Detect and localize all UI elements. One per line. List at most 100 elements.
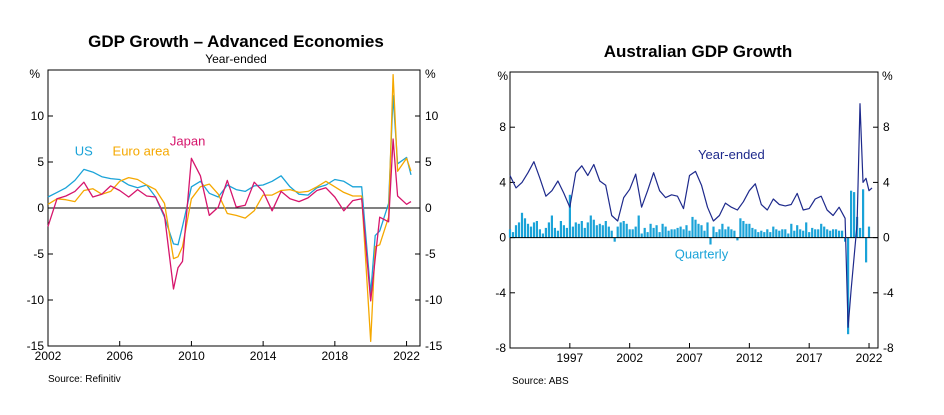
right-quarterly-bar (508, 229, 512, 238)
right-quarterly-bar (568, 194, 571, 238)
right-quarterly-bar (796, 225, 799, 238)
right-quarterly-bar (613, 237, 616, 242)
right-quarterly-bar (748, 223, 751, 238)
right-quarterly-bar (676, 227, 679, 238)
right-quarterly-bar (739, 218, 742, 238)
right-quarterly-bar (733, 230, 736, 238)
right-quarterly-bar (754, 229, 757, 238)
right-quarterly-bar (742, 221, 745, 238)
right-quarterly-bar (691, 216, 694, 238)
right-quarterly-bar (637, 215, 640, 238)
right-ytick-label-right: -4 (883, 286, 894, 300)
left-ytick-label-right: -15 (425, 339, 443, 353)
right-quarterly-bar (718, 229, 721, 238)
right-quarterly-bar (664, 226, 667, 238)
right-quarterly-bar (784, 229, 787, 238)
right-ytick-label-left: -8 (495, 341, 506, 355)
left-ytick-label-right: -5 (425, 247, 436, 261)
left-chart-source: Source: Refinitiv (48, 374, 121, 385)
right-quarterly-bar (526, 223, 530, 238)
right-quarterly-bar (811, 227, 814, 238)
right-quarterly-bar (814, 229, 817, 238)
right-quarterly-bar (823, 226, 826, 238)
right-quarterly-bar (862, 189, 865, 238)
right-quarterly-bar (511, 232, 515, 238)
right-quarterly-bar (679, 226, 682, 238)
left-xtick-label: 2002 (35, 349, 62, 363)
right-quarterly-bar (628, 229, 631, 238)
right-quarterly-bar (781, 229, 784, 238)
right-quarterly-bar (622, 221, 625, 238)
right-ytick-label-right: 4 (883, 175, 890, 189)
right-xtick-label: 2017 (796, 351, 823, 365)
left-xtick-label: 2006 (106, 349, 133, 363)
right-quarterly-bar (703, 230, 706, 238)
right-xtick-label: 2012 (736, 351, 763, 365)
left-ytick-label-right: 5 (425, 155, 432, 169)
right-xtick-label: 1997 (556, 351, 583, 365)
right-quarterly-bar (688, 230, 691, 238)
left-xtick-label: 2010 (178, 349, 205, 363)
right-annotation-quarterly: Quarterly (675, 246, 729, 261)
right-quarterly-bar (532, 222, 536, 238)
left-chart-unit-left: % (29, 67, 40, 81)
left-ytick-label-left: 0 (37, 201, 44, 215)
right-quarterly-bar (787, 233, 790, 238)
right-quarterly-bar (655, 225, 658, 238)
right-quarterly-bar (643, 227, 646, 238)
right-quarterly-bar (595, 225, 598, 238)
right-chart-marks: 8 8 4 4 0 0 -4 -4 -8 -8 1997 2002 2007 2012 2017 2022 Ye… (495, 103, 894, 365)
right-annotation-year-ended: Year-ended (698, 147, 765, 162)
right-quarterly-bar (727, 226, 730, 238)
right-quarterly-bar (706, 222, 709, 238)
right-chart-unit-left: % (497, 69, 508, 83)
right-series-line-year-ended (509, 103, 873, 328)
right-quarterly-bar (649, 223, 652, 238)
right-quarterly-bar (760, 230, 763, 238)
right-quarterly-bar (808, 232, 811, 238)
left-chart-title: GDP Growth – Advanced Economies (88, 32, 384, 51)
right-quarterly-bar (682, 229, 685, 238)
right-ytick-label-left: -4 (495, 286, 506, 300)
left-chart-unit-right: % (425, 67, 436, 81)
right-quarterly-bar (541, 233, 544, 238)
right-quarterly-bar (867, 226, 871, 238)
right-quarterly-bar (802, 230, 805, 238)
right-quarterly-bar (547, 222, 550, 238)
right-xtick-label: 2007 (676, 351, 703, 365)
right-quarterly-bar (640, 233, 643, 238)
left-chart-subtitle: Year-ended (205, 52, 267, 66)
right-quarterly-bar (517, 222, 521, 238)
left-ytick-label-right: 10 (425, 109, 439, 123)
right-quarterly-bar (604, 221, 607, 238)
left-ytick-label-left: -10 (27, 293, 45, 307)
left-ytick-label-right: 0 (425, 201, 432, 215)
right-quarterly-bar (769, 232, 772, 238)
left-series-line-japan (47, 138, 412, 302)
right-quarterly-bar (661, 223, 664, 238)
right-quarterly-bar (841, 230, 844, 238)
left-ytick-label-left: -5 (33, 247, 44, 261)
right-quarterly-bar (589, 215, 592, 238)
right-quarterly-bar (751, 227, 754, 238)
left-annotation-euro-area: Euro area (113, 144, 171, 159)
left-series-line-us (47, 95, 412, 295)
right-quarterly-bar (634, 226, 637, 238)
right-chart-unit-right: % (882, 69, 893, 83)
right-quarterly-bar (847, 237, 850, 335)
right-ytick-label-right: 0 (883, 231, 890, 245)
right-quarterly-bar (853, 192, 856, 238)
right-chart-source: Source: ABS (512, 376, 569, 387)
right-quarterly-bar (514, 225, 518, 238)
right-quarterly-bar (685, 225, 688, 238)
left-xtick-label: 2022 (393, 349, 420, 363)
right-quarterly-bar (562, 225, 565, 238)
right-quarterly-bar (865, 237, 868, 263)
right-ytick-label-left: 0 (499, 231, 506, 245)
right-quarterly-bar (571, 226, 574, 238)
right-chart-plot-frame (509, 71, 879, 349)
right-quarterly-bar (721, 223, 724, 238)
right-quarterly-bar (835, 229, 838, 238)
right-quarterly-bar (550, 215, 553, 238)
right-quarterly-bar (757, 232, 760, 238)
